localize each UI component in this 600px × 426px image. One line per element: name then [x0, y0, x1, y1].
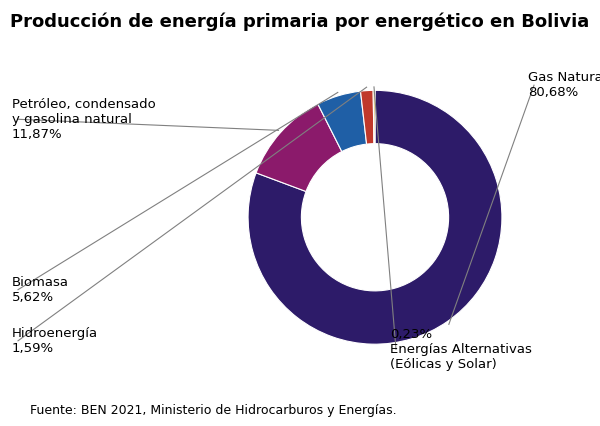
- Wedge shape: [373, 90, 375, 144]
- Wedge shape: [361, 90, 374, 144]
- Wedge shape: [256, 104, 342, 192]
- Text: Fuente: BEN 2021, Ministerio de Hidrocarburos y Energías.: Fuente: BEN 2021, Ministerio de Hidrocar…: [30, 404, 397, 417]
- Text: 0,23%
Energías Alternativas
(Eólicas y Solar): 0,23% Energías Alternativas (Eólicas y S…: [390, 328, 532, 371]
- Text: Petróleo, condensado
y gasolina natural
11,87%: Petróleo, condensado y gasolina natural …: [12, 98, 156, 141]
- Text: Hidroenergía
1,59%: Hidroenergía 1,59%: [12, 327, 98, 355]
- Wedge shape: [248, 90, 502, 344]
- Wedge shape: [318, 91, 367, 152]
- Text: Gas Natural
80,68%: Gas Natural 80,68%: [528, 71, 600, 99]
- Text: Biomasa
5,62%: Biomasa 5,62%: [12, 276, 69, 304]
- Text: Producción de energía primaria por energético en Bolivia: Producción de energía primaria por energ…: [10, 13, 590, 31]
